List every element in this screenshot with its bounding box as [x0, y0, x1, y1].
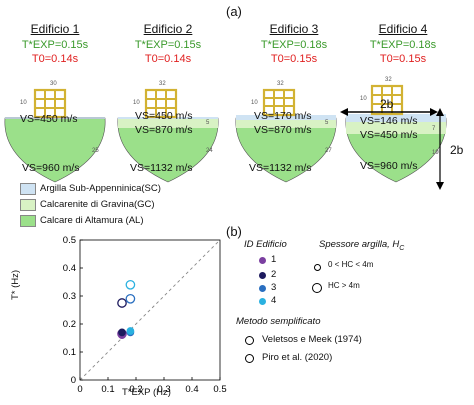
building-4-2b-horizontal: 2b — [380, 97, 394, 111]
legend-metodo-title: Metodo semplificato — [236, 316, 321, 327]
b1-vs-top: VS=450 m/s — [20, 113, 78, 125]
b3-vs-mid: VS=870 m/s — [254, 124, 312, 136]
b2-dim-height: 10 — [133, 100, 140, 106]
b4-dim-width: 32 — [385, 77, 392, 83]
legend-label-sc: Argilla Sub-Appenninica(SC) — [40, 183, 161, 194]
legend-metodo-filled-marker — [245, 336, 254, 345]
x-tick-label: 0.2 — [129, 384, 142, 395]
legend-dot-2 — [259, 272, 266, 279]
point-edificio-3 — [125, 293, 136, 304]
chart-ylabel: T* (Hz) — [10, 269, 21, 300]
b1-vs-bottom: VS=960 m/s — [22, 162, 80, 174]
legend-id-4: 4 — [271, 295, 277, 306]
legend-id-2: 2 — [271, 269, 277, 280]
building-3-name: Edificio 3 — [269, 22, 319, 36]
legend-open-large — [312, 283, 322, 293]
building-3-profile — [235, 88, 337, 183]
b1-dim-width: 30 — [50, 81, 57, 87]
legend-swatch-al — [20, 215, 36, 227]
legend-metodo-1: Veletsos e Meek (1974) — [262, 334, 362, 345]
legend-spessore-2: HC > 4m — [328, 281, 360, 290]
y-tick-label: 0.3 — [63, 291, 76, 302]
building-2-t0: T0=0.14s — [144, 53, 192, 65]
y-tick-label: 0 — [71, 375, 76, 386]
point-edificio-2 — [118, 328, 126, 337]
legend-metodo-2: Piro et al. (2020) — [262, 352, 333, 363]
b4-vs-bottom: VS=960 m/s — [360, 160, 418, 172]
building-2-texp: T*EXP=0.15s — [134, 39, 202, 51]
building-3-texp: T*EXP=0.18s — [260, 39, 328, 51]
point-edificio-4 — [126, 327, 135, 335]
panel-b-label: (b) — [226, 224, 242, 239]
b2-dim-depth: 24 — [206, 148, 213, 154]
b4-dim-layer: 7 — [432, 126, 436, 132]
b3-dim-layer: 5 — [325, 120, 329, 126]
chart-ticks: 00 0.1 0.1 0.2 0.2 0.3 0.3 0.4 0.4 0.5 0.5 — [63, 235, 227, 395]
legend-label-gc: Calcarenite di Gravina(GC) — [40, 199, 155, 210]
building-4-t0: T0=0.15s — [379, 53, 427, 65]
b2-dim-width: 32 — [159, 81, 166, 87]
x-tick-label: 0.5 — [213, 384, 226, 395]
b4-dim-depth: 19 — [432, 150, 439, 156]
chart-xlabel: T*EXP (Hz) — [122, 387, 171, 398]
building-1-t0: T0=0.14s — [31, 53, 79, 65]
legend-open-small — [314, 264, 321, 271]
x-tick-label: 0.4 — [185, 384, 198, 395]
y-tick-label: 0.4 — [63, 263, 76, 274]
y-tick-label: 0.1 — [63, 347, 76, 358]
b4-vs-top: VS=146 m/s — [360, 115, 418, 127]
panel-a-label: (a) — [226, 4, 242, 19]
b3-dim-height: 10 — [251, 100, 258, 106]
x-tick-label: 0 — [77, 384, 82, 395]
x-tick-label: 0.1 — [101, 384, 114, 395]
b3-vs-bottom: VS=1132 m/s — [249, 162, 312, 174]
legend-id-title: ID Edificio — [244, 239, 287, 250]
b3-dim-depth: 27 — [325, 148, 332, 154]
building-1-name: Edificio 1 — [30, 22, 80, 36]
building-4-name: Edificio 4 — [378, 22, 428, 36]
legend-spessore-1: 0 < HC < 4m — [328, 260, 374, 269]
building-3-t0: T0=0.15s — [270, 53, 318, 65]
legend-spessore-title: Spessore argilla, HC — [319, 239, 405, 252]
building-1-profile — [4, 88, 106, 183]
legend-swatch-gc — [20, 199, 36, 211]
legend-dot-1 — [259, 257, 266, 264]
building-4-profile — [340, 84, 447, 190]
b2-vs-bottom: VS=1132 m/s — [130, 162, 193, 174]
b1-dim-height: 10 — [20, 100, 27, 106]
b3-vs-top: VS=170 m/s — [254, 110, 312, 122]
building-2-name: Edificio 2 — [143, 22, 193, 36]
chart-axes — [79, 239, 221, 381]
chart-points — [117, 279, 136, 340]
b3-dim-width: 32 — [277, 81, 284, 87]
reference-line — [79, 239, 221, 381]
x-tick-label: 0.3 — [157, 384, 170, 395]
b2-dim-layer: 5 — [206, 120, 210, 126]
legend-dot-3 — [259, 285, 266, 292]
b4-vs-mid: VS=450 m/s — [360, 129, 418, 141]
y-tick-label: 0.2 — [63, 319, 76, 330]
point-edificio-2 — [117, 298, 127, 308]
point-edificio-4 — [125, 279, 136, 290]
soil-profiles-diagram — [4, 84, 447, 190]
legend-id-3: 3 — [271, 282, 277, 293]
legend-dot-4 — [259, 298, 266, 305]
scatter-chart: 00 0.1 0.1 0.2 0.2 0.3 0.3 0.4 0.4 0.5 0.5 — [63, 235, 227, 395]
building-4-2b-vertical: 2b — [450, 143, 464, 157]
b4-dim-height: 10 — [360, 96, 367, 102]
legend-swatch-sc — [20, 183, 36, 195]
b1-dim-depth: 25 — [92, 148, 99, 154]
building-4-texp: T*EXP=0.18s — [369, 39, 437, 51]
y-tick-label: 0.5 — [63, 235, 76, 246]
legend-label-al: Calcare di Altamura (AL) — [40, 215, 144, 226]
building-2-profile — [117, 88, 219, 183]
b2-vs-top: VS=450 m/s — [135, 110, 193, 122]
building-1-texp: T*EXP=0.15s — [21, 39, 89, 51]
legend-metodo-open-marker — [245, 354, 254, 363]
legend-id-1: 1 — [271, 254, 277, 265]
b2-vs-mid: VS=870 m/s — [135, 124, 193, 136]
plot-frame — [79, 239, 221, 381]
